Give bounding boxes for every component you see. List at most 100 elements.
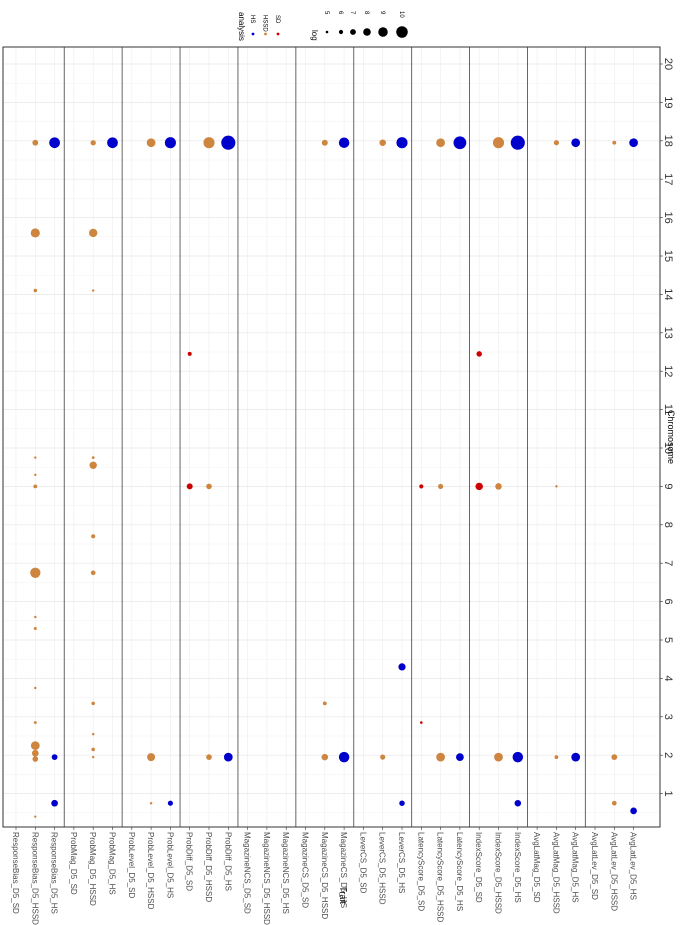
qtl-point xyxy=(31,749,39,757)
chromosome-tick-label: 20 xyxy=(662,58,674,70)
qtl-point xyxy=(33,721,37,725)
trait-tick-label: MagazineCS_D5_HS xyxy=(339,832,348,908)
trait-axis-title: Trait xyxy=(338,886,348,904)
qtl-point xyxy=(321,753,329,761)
trait-tick-label: MagazineNCS_D5_SD xyxy=(243,832,252,914)
chromosome-tick-label: 9 xyxy=(662,483,674,489)
trait-tick-label: AvgLatLev_D5_HSSD xyxy=(609,832,618,911)
qtl-point xyxy=(167,800,173,806)
qtl-point xyxy=(33,484,38,489)
trait-tick-label: LeverCS_D5_HS xyxy=(397,832,406,893)
trait-tick-label: IndexScore_D5_HSSD xyxy=(494,832,503,914)
chromosome-tick-label: 11 xyxy=(662,404,674,415)
chromosome-tick-label: 14 xyxy=(662,288,674,300)
qtl-point xyxy=(51,754,58,761)
qtl-point xyxy=(34,473,37,477)
trait-tick-label: LatencyScore_D5_HS xyxy=(455,832,464,911)
size-legend-label: 7 xyxy=(349,11,355,15)
data-points xyxy=(30,135,638,818)
trait-tick-label: ProbMag_D5_SD xyxy=(69,832,78,895)
chromosome-tick-label: 15 xyxy=(662,250,674,262)
qtl-point xyxy=(34,815,37,818)
size-legend: log 5 6 7 8 9 10 xyxy=(310,11,408,41)
size-legend-label: 5 xyxy=(323,11,329,15)
qtl-point xyxy=(89,228,98,238)
qtl-point xyxy=(571,138,581,148)
qtl-point xyxy=(90,570,96,576)
qtl-point xyxy=(30,567,41,578)
qtl-point xyxy=(611,800,617,806)
chromosome-tick-label: 1 xyxy=(662,791,674,797)
qtl-point xyxy=(203,137,215,149)
chromosome-tick-label: 17 xyxy=(662,173,674,185)
qtl-point xyxy=(453,136,467,150)
qtl-point xyxy=(223,752,233,762)
size-legend-label: 10 xyxy=(398,11,404,18)
qtl-point xyxy=(399,800,405,806)
qtl-point xyxy=(34,456,37,459)
qtl-point xyxy=(512,751,524,763)
qtl-point xyxy=(475,482,483,491)
size-legend-key xyxy=(396,26,408,38)
qtl-point xyxy=(146,138,156,148)
size-legend-label: 6 xyxy=(337,11,343,15)
qtl-point xyxy=(149,801,153,805)
trait-tick-label: ProbLevel_D5_SD xyxy=(127,832,136,898)
trait-tick-label: MagazineNCS_D5_HS xyxy=(281,832,290,914)
qtl-point xyxy=(206,483,212,490)
qtl-point xyxy=(476,351,482,357)
qtl-point xyxy=(322,701,327,706)
chromosome-tick-label: 13 xyxy=(662,327,674,339)
trait-tick-label: AvgLatMag_D5_SD xyxy=(532,832,541,903)
qtl-point xyxy=(456,753,464,762)
trait-tick-label: IndexScore_D5_SD xyxy=(474,832,483,903)
chromosome-tick-label: 6 xyxy=(662,599,674,605)
qtl-point xyxy=(206,754,212,760)
trait-tick-label: ProbDiff_D5_HSSD xyxy=(204,832,213,902)
grid-lines xyxy=(3,47,660,827)
qtl-point xyxy=(379,139,386,146)
chromosome-axis-title: Chromosome xyxy=(666,410,676,464)
chromosome-tick-label: 18 xyxy=(662,135,674,147)
qtl-point xyxy=(30,741,40,750)
qtl-point xyxy=(612,140,617,145)
qtl-point xyxy=(380,754,386,760)
trait-tick-label: ProbLevel_D5_HSSD xyxy=(146,832,155,910)
qtl-point xyxy=(91,747,95,752)
trait-tick-label: LatencyScore_D5_SD xyxy=(416,832,425,911)
trait-tick-label: AvgLatLev_D5_SD xyxy=(590,832,599,900)
qtl-point xyxy=(419,484,424,489)
trait-tick-label: ProbMag_D5_HS xyxy=(108,832,117,895)
qtl-point xyxy=(436,138,445,148)
analysis-legend: analysis HS HSSD SD xyxy=(237,12,280,41)
qtl-point xyxy=(33,288,38,293)
qtl-point xyxy=(186,483,193,490)
qtl-point xyxy=(51,799,58,807)
qtl-point xyxy=(494,752,503,762)
trait-tick-label: ResponseBias_D5_SD xyxy=(11,832,20,914)
qtl-point xyxy=(91,534,96,539)
qtl-point xyxy=(187,351,192,356)
trait-tick-label: AvgLatLev_D5_HS xyxy=(629,832,638,900)
qtl-point xyxy=(571,752,581,762)
size-legend-key xyxy=(350,29,356,35)
qtl-point xyxy=(495,483,502,490)
chromosome-tick-label: 8 xyxy=(662,522,674,528)
chromosome-tick-label: 5 xyxy=(662,637,674,643)
size-legend-key xyxy=(338,29,344,35)
qtl-point xyxy=(338,137,350,148)
analysis-legend-label: SD xyxy=(274,15,280,24)
qtl-point xyxy=(34,615,37,619)
trait-tick-label: AvgLatMag_D5_HS xyxy=(571,832,580,903)
qtl-point xyxy=(164,137,176,149)
qtl-point xyxy=(90,140,96,146)
trait-axis-tick-labels: ResponseBias_D5_SD ResponseBias_D5_HSSD Re… xyxy=(11,827,638,925)
qtl-point xyxy=(510,135,525,150)
chromosome-tick-label: 3 xyxy=(662,714,674,720)
qtl-point xyxy=(553,140,559,146)
analysis-legend-key xyxy=(264,32,267,36)
plot-panel-border xyxy=(2,46,661,828)
trait-tick-label: AvgLatMag_D5_HSSD xyxy=(551,832,560,914)
qtl-point xyxy=(91,732,95,736)
